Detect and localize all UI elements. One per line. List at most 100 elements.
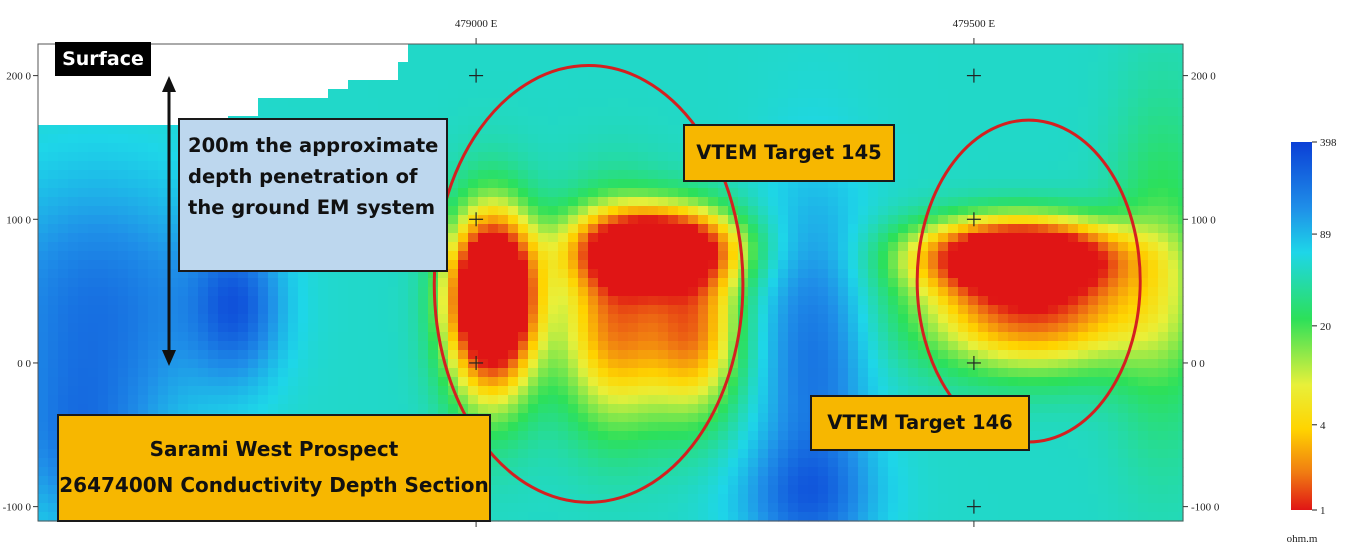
heatmap-cell — [978, 143, 989, 153]
heatmap-cell — [288, 395, 299, 405]
heatmap-cell — [808, 206, 819, 216]
heatmap-cell — [678, 179, 689, 189]
heatmap-cell — [118, 350, 129, 360]
heatmap-cell — [298, 332, 309, 342]
heatmap-cell — [618, 323, 629, 333]
heatmap-cell — [438, 332, 449, 342]
heatmap-cell — [688, 467, 699, 477]
heatmap-cell — [678, 296, 689, 306]
heatmap-cell — [888, 98, 899, 108]
heatmap-cell — [328, 107, 339, 117]
heatmap-cell — [858, 206, 869, 216]
heatmap-cell — [948, 269, 959, 279]
heatmap-cell — [88, 143, 99, 153]
heatmap-cell — [798, 314, 809, 324]
heatmap-cell — [898, 44, 909, 54]
heatmap-cell — [1018, 188, 1029, 198]
heatmap-cell — [388, 80, 399, 90]
heatmap-cell — [698, 206, 709, 216]
heatmap-cell — [408, 80, 419, 90]
heatmap-cell — [818, 269, 829, 279]
heatmap-cell — [778, 467, 789, 477]
heatmap-cell — [188, 296, 199, 306]
heatmap-cell — [338, 107, 349, 117]
heatmap-cell — [828, 44, 839, 54]
heatmap-cell — [298, 359, 309, 369]
heatmap-cell — [328, 368, 339, 378]
heatmap-cell — [878, 215, 889, 225]
heatmap-cell — [168, 161, 179, 171]
heatmap-cell — [618, 296, 629, 306]
heatmap-cell — [778, 314, 789, 324]
heatmap-cell — [698, 305, 709, 315]
heatmap-cell — [708, 431, 719, 441]
heatmap-cell — [838, 62, 849, 72]
heatmap-cell — [118, 125, 129, 135]
heatmap-cell — [838, 314, 849, 324]
heatmap-cell — [838, 359, 849, 369]
heatmap-cell — [338, 323, 349, 333]
heatmap-cell — [588, 296, 599, 306]
heatmap-cell — [868, 242, 879, 252]
heatmap-cell — [718, 332, 729, 342]
heatmap-cell — [708, 314, 719, 324]
heatmap-cell — [338, 278, 349, 288]
heatmap-cell — [38, 296, 49, 306]
heatmap-cell — [858, 197, 869, 207]
heatmap-cell — [998, 377, 1009, 387]
heatmap-cell — [98, 278, 109, 288]
heatmap-cell — [708, 422, 719, 432]
heatmap-cell — [958, 116, 969, 126]
heatmap-cell — [668, 377, 679, 387]
heatmap-cell — [108, 287, 119, 297]
heatmap-cell — [378, 341, 389, 351]
heatmap-cell — [118, 260, 129, 270]
heatmap-cell — [978, 107, 989, 117]
heatmap-cell — [528, 224, 539, 234]
heatmap-cell — [788, 233, 799, 243]
heatmap-cell — [1018, 359, 1029, 369]
heatmap-cell — [148, 296, 159, 306]
heatmap-cell — [708, 494, 719, 504]
heatmap-cell — [858, 71, 869, 81]
heatmap-cell — [38, 395, 49, 405]
heatmap-cell — [488, 44, 499, 54]
heatmap-cell — [748, 512, 759, 522]
heatmap-cell — [1008, 188, 1019, 198]
heatmap-cell — [908, 368, 919, 378]
heatmap-cell — [828, 323, 839, 333]
heatmap-cell — [908, 449, 919, 459]
heatmap-cell — [538, 386, 549, 396]
heatmap-cell — [1028, 44, 1039, 54]
heatmap-cell — [698, 44, 709, 54]
heatmap-cell — [58, 206, 69, 216]
heatmap-cell — [748, 449, 759, 459]
heatmap-cell — [278, 368, 289, 378]
heatmap-cell — [838, 494, 849, 504]
heatmap-cell — [738, 323, 749, 333]
heatmap-cell — [438, 89, 449, 99]
heatmap-cell — [538, 161, 549, 171]
heatmap-cell — [208, 296, 219, 306]
heatmap-cell — [708, 71, 719, 81]
heatmap-cell — [588, 422, 599, 432]
heatmap-cell — [958, 359, 969, 369]
heatmap-cell — [738, 62, 749, 72]
heatmap-cell — [728, 431, 739, 441]
heatmap-cell — [958, 170, 969, 180]
heatmap-cell — [938, 467, 949, 477]
heatmap-cell — [768, 278, 779, 288]
heatmap-cell — [538, 125, 549, 135]
heatmap-cell — [298, 269, 309, 279]
heatmap-cell — [868, 386, 879, 396]
heatmap-cell — [568, 305, 579, 315]
heatmap-cell — [88, 278, 99, 288]
heatmap-cell — [948, 161, 959, 171]
heatmap-cell — [968, 152, 979, 162]
heatmap-cell — [498, 260, 509, 270]
heatmap-cell — [788, 197, 799, 207]
heatmap-cell — [448, 404, 459, 414]
heatmap-cell — [898, 71, 909, 81]
heatmap-cell — [628, 179, 639, 189]
heatmap-cell — [888, 179, 899, 189]
